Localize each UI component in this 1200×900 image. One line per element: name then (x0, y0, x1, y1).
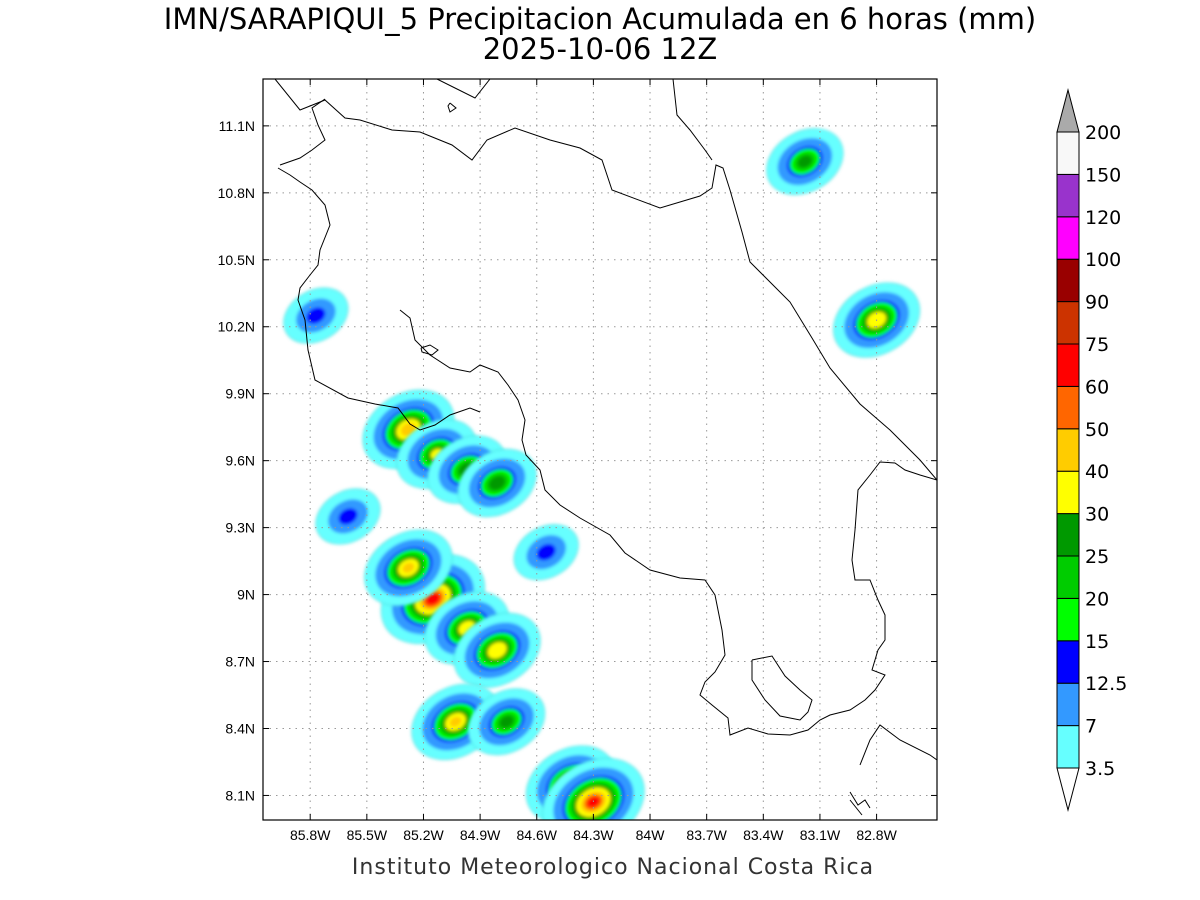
lat-tick-label: 8.4N (225, 720, 255, 736)
coastline-segment (399, 309, 937, 736)
colorbar-label: 12.5 (1085, 673, 1127, 695)
lat-tick-label: 9.6N (225, 453, 255, 469)
colorbar-swatch (1056, 682, 1080, 727)
lat-tick-label: 8.7N (225, 654, 255, 670)
lon-tick-label: 85.8W (290, 827, 331, 843)
map-frame (262, 78, 938, 821)
lat-tick-label: 9.9N (225, 386, 255, 402)
colorbar-top-arrow (1056, 88, 1080, 133)
colorbar-swatch (1056, 258, 1080, 303)
lat-tick-label: 9N (237, 587, 255, 603)
coastline-segment (849, 791, 871, 809)
lon-tick-label: 85.2W (403, 827, 444, 843)
lon-tick-label: 85.5W (347, 827, 388, 843)
rain-cell (766, 128, 844, 195)
colorbar-label: 30 (1085, 504, 1109, 526)
lon-tick-label: 84.6W (517, 827, 558, 843)
colorbar-label: 3.5 (1085, 758, 1115, 780)
coastline-segment (751, 655, 813, 721)
colorbar-bottom-arrow (1056, 767, 1080, 812)
axes: 85.8W 85.5W 85.2W 84.9W 84.6W 84.3W 84W 83.7W 83… (218, 79, 937, 843)
colorbar-swatch (1056, 385, 1080, 430)
lon-tick-label: 84.9W (460, 827, 501, 843)
colorbar-label: 50 (1085, 419, 1109, 441)
rain-cell (315, 488, 381, 545)
lon-tick-label: 82.8W (856, 827, 897, 843)
colorbar-swatch (1056, 173, 1080, 218)
rain-contour (798, 155, 812, 168)
rain-contour (449, 716, 462, 727)
lat-tick-label: 11.1N (219, 118, 255, 134)
colorbar-label: 90 (1085, 292, 1109, 314)
colorbar-label: 15 (1085, 631, 1109, 653)
rain-cell (513, 524, 579, 581)
colorbar-swatch (1056, 555, 1080, 599)
coastline-segment (274, 79, 937, 481)
rain-cell (467, 688, 546, 756)
colorbar-label: 40 (1085, 461, 1109, 483)
colorbar-swatch (1056, 131, 1080, 175)
rain-cell (283, 287, 349, 344)
coastline-segment (672, 79, 713, 161)
colorbar-swatch (1056, 428, 1080, 472)
coastline-segment (279, 98, 326, 166)
coastline-segment (447, 102, 457, 113)
lat-tick-label: 10.2N (218, 319, 255, 335)
colorbar-swatch (1056, 301, 1080, 345)
coastline (274, 79, 937, 816)
lat-tick-label: 10.8N (218, 185, 255, 201)
lat-tick-label: 10.5N (218, 252, 255, 268)
coastline-segment (420, 344, 439, 356)
rain-contour (536, 543, 556, 561)
colorbar-label: 60 (1085, 376, 1109, 398)
rain-contour (402, 562, 415, 573)
lon-tick-label: 84.3W (573, 827, 614, 843)
colorbar-swatch (1056, 640, 1080, 684)
colorbar-label: 100 (1085, 249, 1121, 271)
colorbar-swatch (1056, 343, 1080, 387)
lat-tick-label: 8.1N (225, 787, 255, 803)
map-title: IMN/SARAPIQUI_5 Precipitacion Acumulada … (163, 2, 1037, 36)
coastline-segment (277, 167, 481, 431)
map-subtitle-date: 2025-10-06 12Z (482, 32, 718, 66)
colorbar-swatch (1056, 470, 1080, 515)
colorbar-swatch (1056, 216, 1080, 260)
rain-contour (487, 642, 507, 659)
colorbar-swatch (1056, 725, 1080, 769)
colorbar-label: 25 (1085, 546, 1109, 568)
lon-tick-label: 83.7W (686, 827, 727, 843)
rain-cell (364, 529, 453, 606)
colorbar-label: 20 (1085, 588, 1109, 610)
lon-tick-label: 83.4W (743, 827, 784, 843)
rain-contour (306, 307, 326, 324)
footer-credit: Instituto Meteorologico Nacional Costa R… (351, 855, 875, 880)
coastline-segment (849, 799, 863, 816)
coastline-segment (436, 79, 491, 99)
colorbar-label: 200 (1085, 122, 1121, 144)
rain-field (283, 128, 921, 820)
colorbar-swatch (1056, 513, 1080, 557)
colorbar-label: 75 (1085, 334, 1109, 356)
rain-contour (425, 592, 440, 606)
colorbar-swatch (1056, 597, 1080, 642)
colorbar-label: 7 (1085, 716, 1097, 738)
lon-tick-label: 83.1W (800, 827, 841, 843)
lon-tick-label: 84W (636, 827, 666, 843)
colorbar-label: 120 (1085, 207, 1121, 229)
rain-cell (453, 612, 541, 688)
lat-tick-label: 9.3N (225, 520, 255, 536)
rain-contour (499, 715, 514, 728)
rain-contour (489, 476, 506, 490)
rain-contour (338, 508, 358, 525)
colorbar-label: 150 (1085, 164, 1121, 186)
rain-cell (396, 419, 478, 489)
rain-cell (457, 448, 537, 518)
rain-contour (587, 796, 600, 808)
coastline-segment (859, 724, 937, 766)
colorbar: 3.5 7 12.5 15 20 25 30 40 50 60 75 90 100 120 150 200 (1056, 88, 1127, 812)
